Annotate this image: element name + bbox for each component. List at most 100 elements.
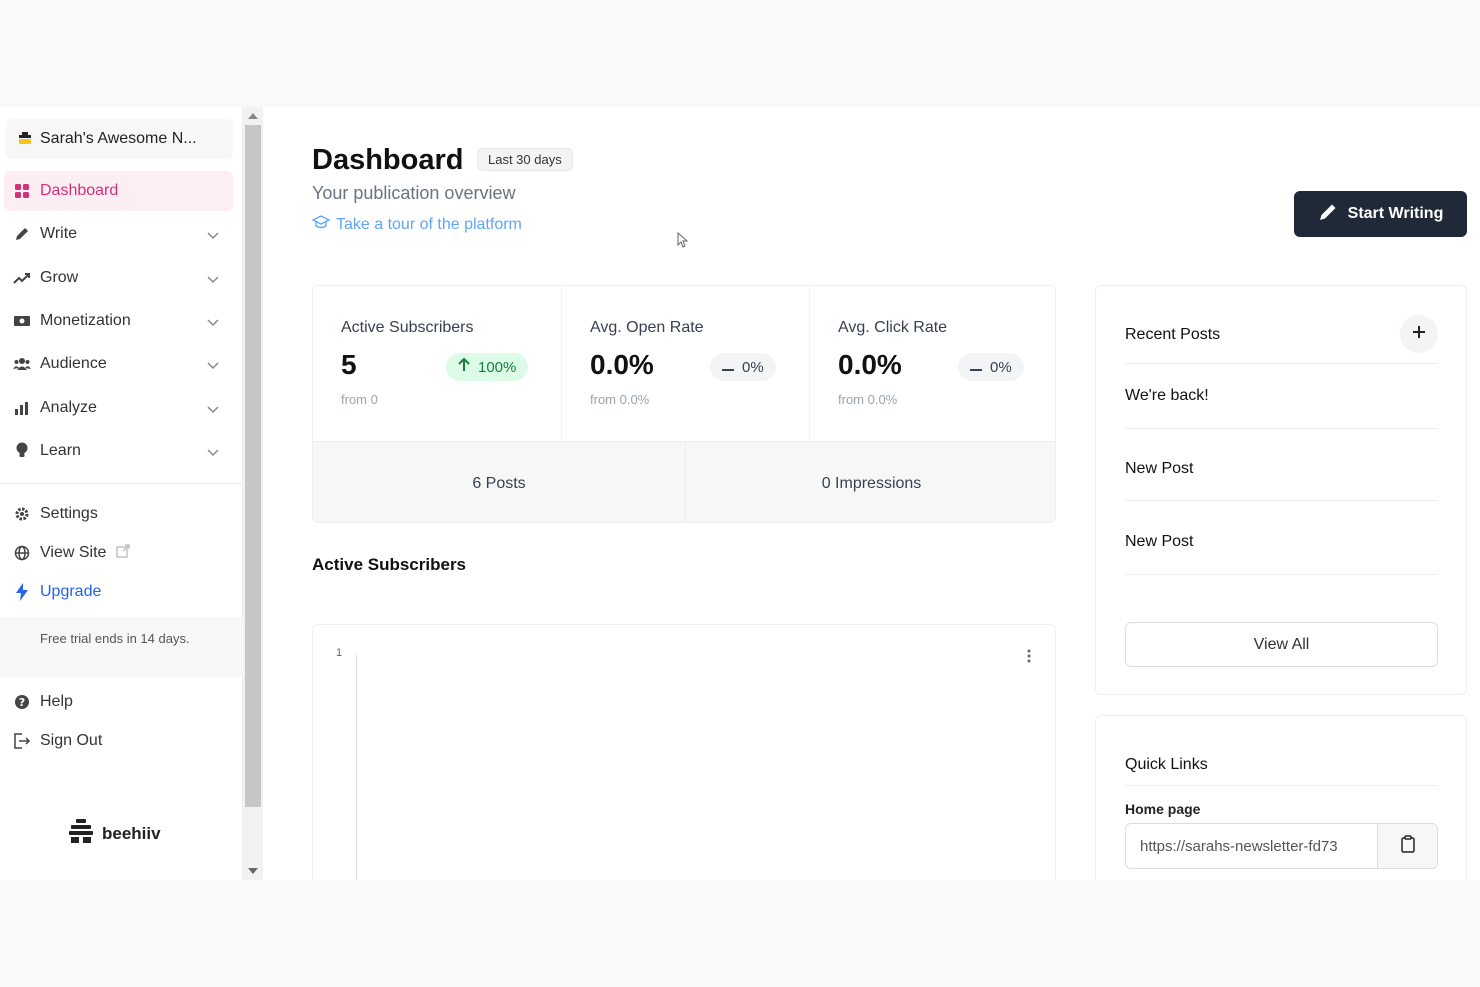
chart-title: Active Subscribers [312,555,467,574]
home-page-label: Home page [1125,801,1201,817]
add-post-button[interactable] [1400,315,1438,353]
date-range-badge[interactable]: Last 30 days [477,148,573,171]
arrow-up-icon [458,357,470,376]
recent-posts-title: Recent Posts [1125,326,1221,343]
more-options-icon[interactable] [1027,649,1031,668]
recent-post-item[interactable]: We're back! [1125,387,1209,404]
trending-up-icon [12,268,32,288]
sidebar: Sarah's Awesome N... Dashboard Write Gro… [0,107,243,880]
page-subtitle: Your publication overview [312,183,516,203]
lightbulb-icon [12,441,32,461]
beehiiv-logo-icon [68,819,94,848]
page-title: Dashboard [312,144,464,176]
app-window: Sarah's Awesome N... Dashboard Write Gro… [0,107,1480,880]
sidebar-item-write[interactable]: Write [4,214,233,254]
sidebar-item-label: Grow [40,269,79,286]
globe-icon [12,543,32,563]
sidebar-item-grow[interactable]: Grow [4,258,233,298]
stat-label: Active Subscribers [341,319,474,336]
stat-active-subscribers: Active Subscribers 5 100% from 0 [313,286,562,441]
money-icon [12,311,32,331]
sidebar-item-help[interactable]: ? Help [4,682,233,722]
quick-links-title: Quick Links [1125,756,1208,773]
chevron-down-icon [207,271,219,289]
stat-delta-value: 0% [990,358,1012,376]
stat-delta-badge: 100% [446,353,529,381]
grid-icon [12,181,32,201]
sidebar-item-label: Learn [40,442,81,459]
sidebar-item-label: Upgrade [40,583,102,600]
home-url-value[interactable]: https://sarahs-newsletter-fd73 [1140,838,1338,855]
publication-logo-icon [16,130,34,148]
external-link-icon [116,543,131,563]
sidebar-item-audience[interactable]: Audience [4,344,233,384]
chevron-down-icon [207,357,219,375]
copy-url-button[interactable] [1377,824,1437,868]
clipboard-icon [1400,834,1415,858]
lightning-icon [12,582,32,602]
brand-name: beehiiv [102,823,161,843]
start-writing-button[interactable]: Start Writing [1294,191,1467,237]
sidebar-item-label: Help [40,693,73,710]
quick-links-card: Quick Links Home page https://sarahs-new… [1095,715,1467,880]
plus-icon [1412,325,1426,344]
sidebar-item-analyze[interactable]: Analyze [4,388,233,428]
divider [1125,363,1438,364]
svg-text:?: ? [19,696,25,709]
sidebar-item-label: Dashboard [40,182,119,199]
divider [1125,428,1438,429]
sidebar-item-settings[interactable]: Settings [4,494,233,534]
posts-count[interactable]: 6 Posts [472,474,526,492]
sidebar-item-label: Settings [40,505,98,522]
stat-from: from 0.0% [838,392,898,407]
stat-delta-value: 0% [742,358,764,376]
pencil-icon [12,224,32,244]
stat-delta-value: 100% [478,358,517,376]
stats-card: Active Subscribers 5 100% from 0 Avg. Op… [312,285,1056,523]
sidebar-scrollbar[interactable] [243,107,263,880]
recent-post-item[interactable]: New Post [1125,460,1194,477]
sidebar-item-view-site[interactable]: View Site [4,533,233,573]
stat-avg-open-rate: Avg. Open Rate 0.0% 0% from 0.0% [562,286,810,441]
chevron-down-icon [207,314,219,332]
subscribers-chart: 1 [312,624,1056,880]
chevron-down-icon [207,401,219,419]
publication-name: Sarah's Awesome N... [40,130,197,147]
impressions-count[interactable]: 0 Impressions [685,442,1055,522]
trial-notice: Free trial ends in 14 days. [0,617,243,677]
home-url-field[interactable]: https://sarahs-newsletter-fd73 [1125,823,1438,869]
view-all-button[interactable]: View All [1125,622,1438,667]
scroll-down-arrow-icon[interactable] [248,868,258,874]
sidebar-item-learn[interactable]: Learn [4,431,233,471]
stat-value: 0.0% [590,349,654,380]
sidebar-item-sign-out[interactable]: Sign Out [4,721,233,761]
tour-link[interactable]: Take a tour of the platform [311,215,522,234]
sidebar-item-monetization[interactable]: Monetization [4,301,233,341]
dash-icon [970,359,982,376]
stat-label: Avg. Open Rate [590,319,704,336]
stats-summary-row: 6 Posts 0 Impressions [313,441,1055,522]
recent-post-item[interactable]: New Post [1125,533,1194,550]
chevron-down-icon [207,444,219,462]
divider [1125,574,1438,575]
sign-out-icon [12,731,32,751]
bar-chart-icon [12,398,32,418]
sidebar-item-dashboard[interactable]: Dashboard [4,171,233,211]
stat-from: from 0.0% [590,392,650,407]
divider [1125,785,1438,786]
sidebar-item-upgrade[interactable]: Upgrade [4,572,233,612]
mouse-cursor-icon [677,231,689,253]
scrollbar-thumb[interactable] [245,125,261,807]
stat-delta-badge: 0% [710,353,776,381]
users-icon [12,354,32,374]
stat-value: 5 [341,349,357,380]
scroll-up-arrow-icon[interactable] [248,113,258,119]
stat-delta-badge: 0% [958,353,1024,381]
sidebar-divider [0,483,243,484]
publication-switcher[interactable]: Sarah's Awesome N... [6,119,233,159]
y-axis-line [356,655,357,880]
stat-from: from 0 [341,392,378,407]
graduation-cap-icon [311,215,331,234]
sidebar-item-label: Audience [40,355,107,372]
recent-posts-card: Recent Posts We're back! New Post New Po… [1095,285,1467,695]
